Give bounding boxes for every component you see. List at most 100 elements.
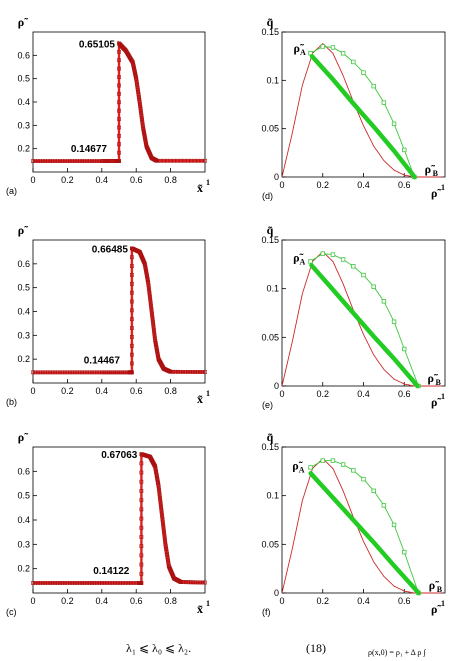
data-point bbox=[320, 458, 325, 463]
x-tick-label: 0.4 bbox=[96, 386, 109, 396]
data-point bbox=[151, 327, 156, 332]
y-tick-label: 0.15 bbox=[261, 235, 279, 245]
data-point bbox=[82, 581, 87, 585]
y-axis-label: q̃ bbox=[267, 223, 274, 237]
data-point bbox=[330, 458, 336, 463]
data-point bbox=[70, 581, 75, 585]
data-point bbox=[130, 281, 134, 286]
data-point bbox=[60, 159, 65, 163]
data-point bbox=[151, 323, 156, 328]
data-point bbox=[115, 581, 120, 585]
density-series-line bbox=[33, 40, 205, 163]
y-axis-label: ρ̃ bbox=[18, 430, 28, 444]
data-point bbox=[94, 581, 99, 585]
data-point bbox=[40, 159, 45, 163]
x-tick-label: 0.6 bbox=[398, 596, 411, 606]
x-tick-label: 0 bbox=[30, 386, 35, 396]
data-point bbox=[36, 159, 40, 163]
data-point bbox=[130, 370, 134, 375]
x-axis-label: ρ̃ bbox=[431, 395, 441, 409]
data-point bbox=[121, 370, 126, 375]
data-point bbox=[67, 370, 72, 375]
data-point bbox=[94, 370, 99, 375]
data-point bbox=[157, 494, 162, 499]
y-axis-label: q̃ bbox=[267, 15, 274, 29]
data-point bbox=[158, 498, 163, 503]
data-point bbox=[80, 370, 85, 375]
data-point bbox=[126, 581, 131, 585]
y-tick-label: 0 bbox=[274, 588, 279, 598]
x-tick-label: 0.2 bbox=[316, 389, 329, 399]
data-point bbox=[152, 332, 157, 336]
x-axis-label-sup: 1 bbox=[206, 599, 210, 608]
y-tick-label: 0.05 bbox=[261, 539, 279, 549]
data-point bbox=[150, 317, 155, 322]
flux-curve-chart-e: 0 0.2 0.4 0.600.050.10.15q̃ρ̃ 1(e)ρ̃ Aρ̃ B bbox=[261, 223, 446, 410]
data-point bbox=[157, 488, 161, 493]
data-point bbox=[117, 66, 121, 71]
data-point bbox=[90, 581, 94, 585]
data-point bbox=[320, 44, 325, 49]
chord-series-line bbox=[309, 263, 420, 389]
data-point bbox=[147, 287, 151, 291]
panel-letter: (f) bbox=[262, 607, 271, 617]
data-point bbox=[65, 581, 70, 585]
data-point bbox=[31, 370, 35, 375]
data-point bbox=[87, 370, 92, 375]
data-point bbox=[159, 504, 163, 509]
point-a-label-sub: A bbox=[299, 465, 305, 474]
x-tick-label: 0.6 bbox=[130, 596, 143, 606]
data-point bbox=[150, 311, 154, 316]
data-point bbox=[351, 59, 356, 65]
y-tick-label: 0.05 bbox=[261, 332, 279, 342]
data-point bbox=[36, 581, 40, 585]
x-axis-label: x̃ bbox=[197, 181, 203, 195]
x-tick-label: 0.2 bbox=[61, 596, 74, 606]
x-axis-label-sup: 1 bbox=[441, 599, 445, 608]
data-point bbox=[371, 488, 376, 493]
data-point bbox=[157, 492, 162, 497]
panel-letter: (a) bbox=[6, 186, 17, 196]
data-point bbox=[171, 369, 175, 374]
data-point bbox=[161, 523, 166, 528]
y-tick-label: 0.6 bbox=[17, 466, 30, 476]
point-b-label-sub: B bbox=[433, 169, 439, 178]
data-point bbox=[102, 581, 107, 585]
data-point bbox=[130, 352, 134, 357]
data-point bbox=[38, 581, 43, 585]
value-high-label: 0.66485 bbox=[92, 244, 129, 255]
y-tick-label: 0 bbox=[274, 172, 279, 182]
y-tick-label: 0.3 bbox=[17, 330, 30, 340]
data-point bbox=[130, 308, 134, 313]
x-tick-label: 0.4 bbox=[96, 596, 109, 606]
data-point bbox=[160, 519, 165, 524]
y-tick-label: 0.1 bbox=[266, 75, 279, 85]
data-point bbox=[151, 325, 156, 330]
x-tick-label: 0 bbox=[30, 596, 35, 606]
y-tick-label: 0.2 bbox=[17, 564, 30, 574]
data-point bbox=[72, 159, 77, 163]
y-tick-label: 0.5 bbox=[17, 491, 30, 501]
data-point bbox=[308, 465, 313, 470]
data-point bbox=[70, 159, 75, 163]
data-point bbox=[139, 461, 144, 466]
data-point bbox=[147, 289, 152, 293]
data-point bbox=[156, 484, 161, 488]
x-axis-label: ρ̃ bbox=[431, 186, 441, 200]
data-point bbox=[160, 513, 164, 518]
data-point bbox=[90, 159, 94, 163]
data-point bbox=[121, 581, 125, 585]
data-point bbox=[156, 486, 161, 490]
data-point bbox=[139, 479, 144, 484]
data-point bbox=[90, 370, 94, 375]
x-tick-label: 0.6 bbox=[130, 386, 143, 396]
data-point bbox=[149, 303, 153, 308]
point-a-label: ρ̃ bbox=[294, 41, 304, 55]
data-point bbox=[118, 581, 123, 585]
data-point bbox=[130, 255, 134, 260]
x-tick-label: 0 bbox=[30, 175, 35, 185]
data-point bbox=[36, 370, 40, 375]
x-tick-label: 0.4 bbox=[357, 180, 370, 190]
x-tick-label: 0.6 bbox=[130, 175, 143, 185]
